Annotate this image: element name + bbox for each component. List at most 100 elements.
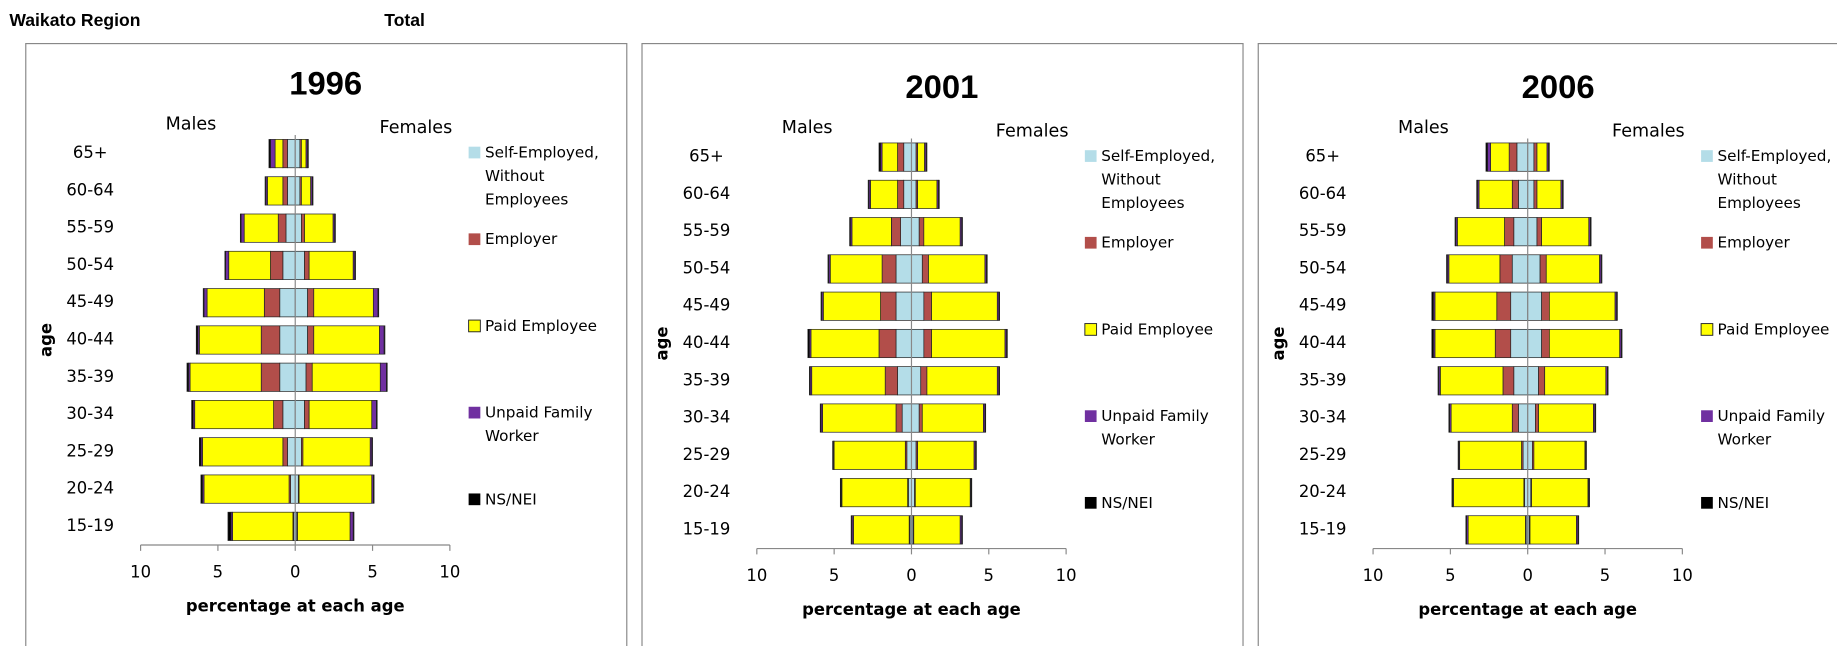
- bar-segment: [301, 176, 312, 206]
- y-axis-label: age: [1269, 327, 1288, 361]
- bar-segment: [918, 217, 925, 247]
- bar-segment: [897, 179, 905, 209]
- bar-segment: [961, 515, 963, 545]
- legend-label: Unpaid Family Worker: [1101, 407, 1208, 448]
- x-axis-label: percentage at each age: [802, 600, 1021, 619]
- bar-segment: [307, 288, 315, 318]
- x-tick-label: 5: [829, 566, 839, 585]
- bar-segment: [931, 328, 1006, 359]
- bar-segment: [911, 291, 925, 321]
- bar-segment: [895, 254, 912, 284]
- bar-segment: [1437, 366, 1440, 396]
- bar-segment: [920, 366, 928, 396]
- chart-title: 1996: [289, 64, 362, 101]
- bar-segment: [279, 362, 296, 392]
- bar-segment: [1499, 254, 1513, 284]
- bar-segment: [881, 254, 897, 284]
- y-tick-label: 20-24: [66, 479, 114, 498]
- y-tick-label: 55-59: [1299, 221, 1347, 240]
- y-tick-label: 40-44: [66, 329, 114, 348]
- x-tick-label: 5: [1600, 566, 1610, 585]
- bar-segment: [298, 474, 373, 504]
- y-tick-label: 20-24: [1299, 482, 1347, 501]
- bar-segment: [867, 179, 870, 209]
- bar-segment: [1577, 515, 1580, 545]
- bar-segment: [311, 362, 381, 392]
- bar-segment: [921, 254, 929, 284]
- y-tick-label: 25-29: [66, 441, 114, 460]
- y-tick-label: 25-29: [1299, 445, 1347, 464]
- bar-segment: [349, 511, 354, 541]
- bar-segment: [227, 511, 232, 541]
- legend-label: Self-Employed, Without Employees: [1101, 147, 1215, 212]
- legend-swatch: [468, 493, 481, 506]
- bar-segment: [1511, 254, 1529, 284]
- legend-label: Self-Employed, Without Employees: [485, 143, 599, 208]
- bar-segment: [307, 325, 315, 355]
- x-tick-label: 5: [367, 563, 377, 582]
- bar-segment: [195, 325, 199, 355]
- legend-label: Unpaid Family Worker: [485, 403, 592, 444]
- bar-segment: [334, 213, 336, 243]
- bar-segment: [301, 139, 307, 169]
- legend-swatch: [468, 406, 481, 419]
- y-tick-label: 30-34: [1299, 408, 1347, 427]
- bar-segment: [294, 213, 302, 243]
- bar-segment: [279, 325, 296, 355]
- legend-label: Unpaid Family Worker: [1718, 407, 1825, 448]
- chart-title: 2001: [905, 68, 978, 105]
- bar-segment: [878, 142, 881, 172]
- bar-segment: [294, 400, 305, 430]
- bar-segment: [282, 176, 288, 206]
- bar-segment: [1539, 254, 1547, 284]
- bar-segment: [273, 400, 284, 430]
- legend-swatch: [1701, 496, 1713, 509]
- bar-segment: [1527, 179, 1535, 209]
- bar-segment: [1531, 478, 1589, 508]
- bar-segment: [986, 254, 988, 284]
- bar-segment: [199, 437, 202, 467]
- bar-segment: [1538, 403, 1594, 433]
- bar-segment: [376, 400, 378, 430]
- bar-segment: [1594, 403, 1597, 433]
- bar-segment: [294, 139, 301, 169]
- panel-frame: [25, 42, 628, 646]
- bar-segment: [225, 250, 230, 280]
- y-tick-label: 60-64: [66, 180, 114, 199]
- bar-segment: [938, 179, 940, 209]
- y-axis-label: age: [36, 323, 55, 357]
- bar-segment: [911, 366, 922, 396]
- bar-segment: [379, 325, 385, 355]
- bar-segment: [287, 176, 296, 206]
- bar-segment: [1496, 291, 1512, 321]
- bar-segment: [313, 325, 380, 355]
- bar-segment: [810, 328, 880, 359]
- y-tick-label: 45-49: [683, 296, 731, 315]
- bar-segment: [1600, 254, 1603, 284]
- bar-segment: [228, 250, 271, 280]
- bar-segment: [232, 511, 294, 541]
- y-tick-label: 15-19: [683, 519, 731, 538]
- x-tick-label: 10: [130, 563, 151, 582]
- bar-segment: [1527, 403, 1536, 433]
- bar-segment: [202, 288, 205, 318]
- bar-segment: [1504, 217, 1515, 247]
- panel-frame: [641, 42, 1244, 646]
- bar-segment: [1585, 440, 1587, 470]
- bar-segment: [1511, 403, 1519, 433]
- bar-segment: [1459, 440, 1522, 470]
- bar-segment: [900, 217, 912, 247]
- bar-segment: [304, 250, 310, 280]
- bar-segment: [849, 217, 851, 247]
- y-tick-label: 35-39: [1299, 370, 1347, 389]
- bar-segment: [918, 403, 923, 433]
- bar-segment: [1516, 142, 1529, 172]
- right-label: Females: [380, 118, 453, 138]
- bar-segment: [294, 362, 307, 392]
- bar-segment: [1518, 179, 1529, 209]
- bar-segment: [200, 474, 203, 504]
- legend-swatch: [1701, 410, 1713, 422]
- bar-segment: [1434, 291, 1498, 321]
- bar-segment: [304, 400, 310, 430]
